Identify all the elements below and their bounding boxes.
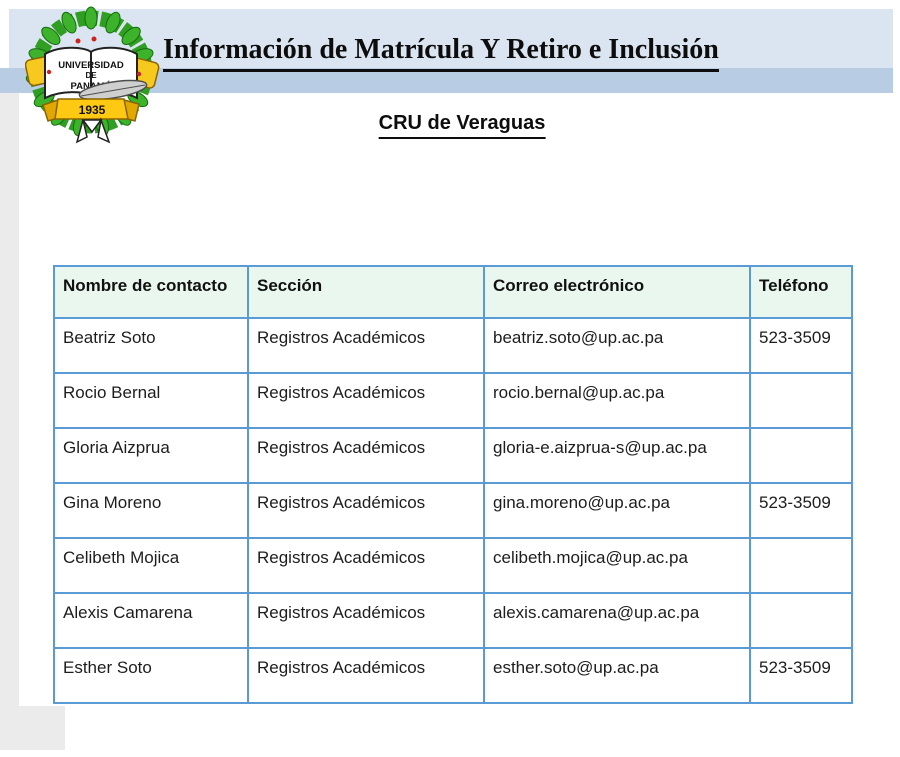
logo-year: 1935 bbox=[79, 103, 106, 117]
cell-name: Beatriz Soto bbox=[53, 317, 249, 374]
university-of-panama-logo: UNIVERSIDAD DE PANAMÁ 1935 bbox=[25, 6, 160, 144]
page-subtitle: CRU de Veraguas bbox=[378, 112, 546, 139]
cell-phone bbox=[749, 427, 853, 484]
table-row: Rocio Bernal Registros Académicos rocio.… bbox=[53, 372, 853, 429]
cell-email: beatriz.soto@up.ac.pa bbox=[483, 317, 751, 374]
cell-email: rocio.bernal@up.ac.pa bbox=[483, 372, 751, 429]
cell-name: Gina Moreno bbox=[53, 482, 249, 539]
col-header-correo: Correo electrónico bbox=[483, 265, 751, 319]
page-title: Información de Matrícula Y Retiro e Incl… bbox=[163, 33, 719, 72]
table-row: Gloria Aizprua Registros Académicos glor… bbox=[53, 427, 853, 484]
cell-phone bbox=[749, 372, 853, 429]
cell-phone bbox=[749, 592, 853, 649]
cell-name: Esther Soto bbox=[53, 647, 249, 704]
cell-section: Registros Académicos bbox=[247, 317, 485, 374]
cell-section: Registros Académicos bbox=[247, 592, 485, 649]
top-light-blue-band bbox=[9, 9, 893, 68]
cell-email: gloria-e.aizprua-s@up.ac.pa bbox=[483, 427, 751, 484]
year-banner: 1935 bbox=[42, 98, 140, 122]
cell-section: Registros Académicos bbox=[247, 482, 485, 539]
cell-email: celibeth.mojica@up.ac.pa bbox=[483, 537, 751, 594]
cell-phone: 523-3509 bbox=[749, 482, 853, 539]
table-row: Esther Soto Registros Académicos esther.… bbox=[53, 647, 853, 704]
cell-phone: 523-3509 bbox=[749, 647, 853, 704]
cell-section: Registros Académicos bbox=[247, 647, 485, 704]
header-row: Nombre de contacto Sección Correo electr… bbox=[53, 265, 853, 319]
logo-text-de: DE bbox=[85, 71, 97, 80]
berries bbox=[46, 36, 142, 77]
cell-section: Registros Académicos bbox=[247, 427, 485, 484]
cell-name: Gloria Aizprua bbox=[53, 427, 249, 484]
table-row: Beatriz Soto Registros Académicos beatri… bbox=[53, 317, 853, 374]
table-row: Alexis Camarena Registros Académicos ale… bbox=[53, 592, 853, 649]
ribbon-bow bbox=[75, 117, 111, 144]
cell-section: Registros Académicos bbox=[247, 372, 485, 429]
left-grey-strip bbox=[0, 93, 19, 750]
contacts-table: Nombre de contacto Sección Correo electr… bbox=[53, 265, 853, 704]
cell-section: Registros Académicos bbox=[247, 537, 485, 594]
logo-text-universidad: UNIVERSIDAD bbox=[58, 60, 124, 71]
col-header-telefono: Teléfono bbox=[749, 265, 853, 319]
table-row: Gina Moreno Registros Académicos gina.mo… bbox=[53, 482, 853, 539]
quill-feather bbox=[54, 79, 148, 116]
cell-name: Alexis Camarena bbox=[53, 592, 249, 649]
cell-email: alexis.camarena@up.ac.pa bbox=[483, 592, 751, 649]
cell-email: gina.moreno@up.ac.pa bbox=[483, 482, 751, 539]
col-header-nombre: Nombre de contacto bbox=[53, 265, 249, 319]
cell-name: Celibeth Mojica bbox=[53, 537, 249, 594]
cell-name: Rocio Bernal bbox=[53, 372, 249, 429]
table-row: Celibeth Mojica Registros Académicos cel… bbox=[53, 537, 853, 594]
cell-phone bbox=[749, 537, 853, 594]
contacts-table-header: Nombre de contacto Sección Correo electr… bbox=[53, 265, 853, 319]
cell-email: esther.soto@up.ac.pa bbox=[483, 647, 751, 704]
cell-phone: 523-3509 bbox=[749, 317, 853, 374]
bottom-left-grey-block bbox=[0, 706, 65, 750]
col-header-seccion: Sección bbox=[247, 265, 485, 319]
contacts-table-body: Beatriz Soto Registros Académicos beatri… bbox=[53, 317, 853, 704]
